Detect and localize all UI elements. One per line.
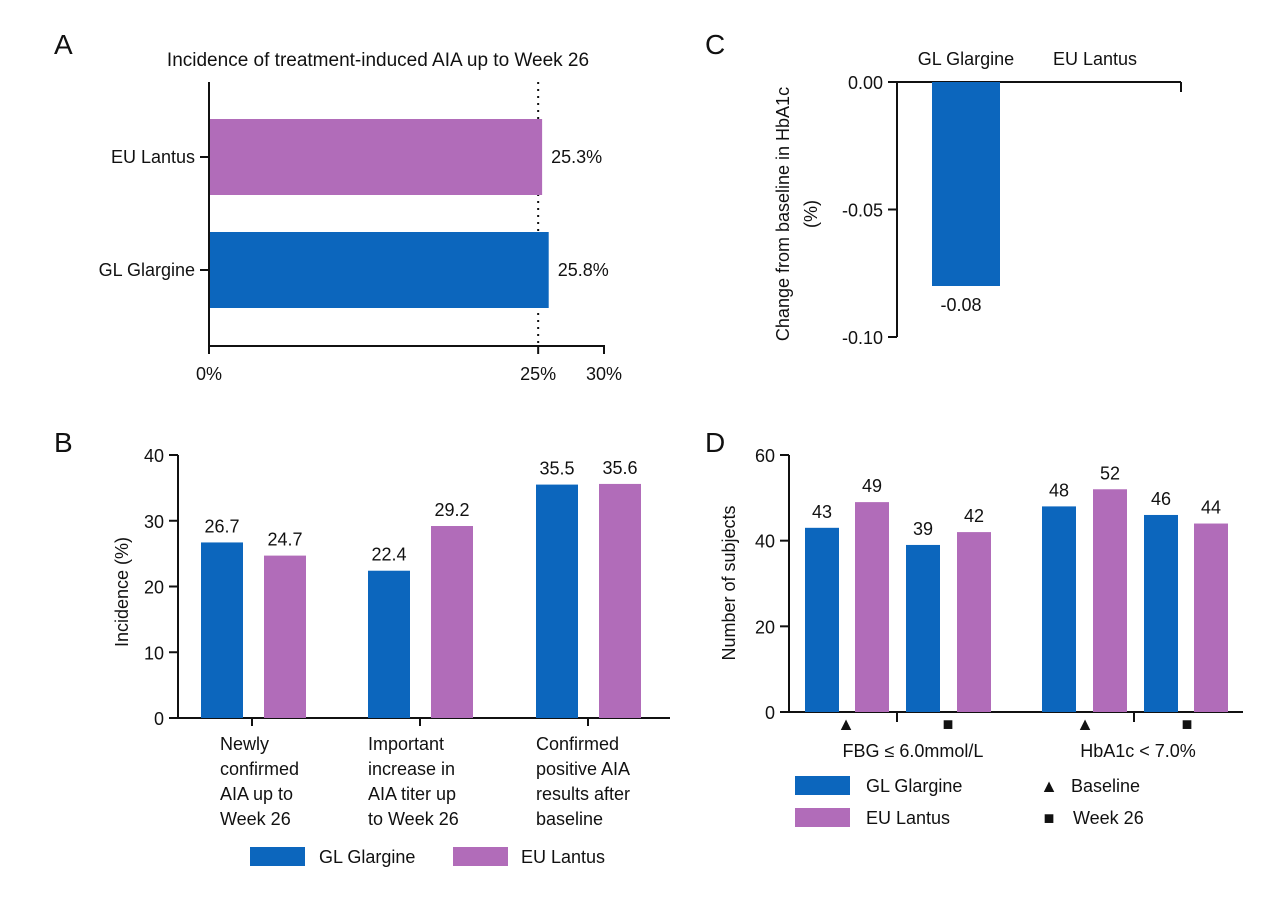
panel-letter-c: C: [705, 29, 725, 60]
legend-label: GL Glargine: [866, 776, 962, 796]
category-label: AIA up to: [220, 784, 293, 804]
data-label: 49: [862, 476, 882, 496]
bar: [599, 483, 641, 718]
data-label: 46: [1151, 489, 1171, 509]
data-label: 26.7: [204, 516, 239, 536]
category-label: Week 26: [220, 809, 291, 829]
bar: [805, 527, 839, 712]
legend-label: EU Lantus: [521, 847, 605, 867]
data-label: 52: [1100, 463, 1120, 483]
y-axis-title: Number of subjects: [719, 505, 739, 660]
bar: [932, 82, 1000, 286]
bar: [906, 544, 940, 712]
bar: [1194, 523, 1228, 712]
category-label: EU Lantus: [111, 147, 195, 167]
panel-letter-a: A: [54, 29, 73, 60]
x-tick-label: 0%: [196, 364, 222, 384]
bar: [536, 484, 578, 718]
data-label: 25.8%: [558, 260, 609, 280]
legend-label: Baseline: [1071, 776, 1140, 796]
y-tick-label: -0.10: [842, 328, 883, 348]
y-axis-title-line2: (%): [801, 200, 821, 228]
x-tick-label: 30%: [586, 364, 622, 384]
legend-swatch-gl-glargine: [250, 847, 305, 866]
bar: [368, 570, 410, 718]
data-label: 44: [1201, 498, 1221, 518]
legend-marker: ■: [1044, 808, 1055, 828]
y-tick-label: 60: [755, 446, 775, 466]
y-axis-title: Incidence (%): [112, 537, 132, 647]
category-label: Confirmed: [536, 734, 619, 754]
chart-title: Incidence of treatment-induced AIA up to…: [167, 50, 589, 71]
legend-swatch-eu-lantus: [453, 847, 508, 866]
category-label: baseline: [536, 809, 603, 829]
panel-d-chart: 0 20 40 60 Number of subjects 43 49 39 42 48 52 46 4…: [719, 446, 1243, 828]
y-tick-label: 20: [755, 617, 775, 637]
x-tick-label: 25%: [520, 364, 556, 384]
panel-c-chart: 0.00 -0.05 -0.10 Change from baseline in Hb…: [773, 49, 1182, 348]
legend-marker: ▲: [1040, 776, 1058, 796]
data-label: 22.4: [371, 545, 406, 565]
category-label: increase in: [368, 759, 455, 779]
y-tick-label: 20: [144, 578, 164, 598]
group-label: HbA1c < 7.0%: [1080, 741, 1196, 761]
y-tick-label: 40: [144, 446, 164, 466]
time-marker: ■: [943, 714, 954, 734]
data-label: 43: [812, 502, 832, 522]
y-tick-label: 30: [144, 512, 164, 532]
bar: [1042, 506, 1076, 712]
category-label: GL Glargine: [918, 49, 1014, 69]
data-label: 35.5: [539, 459, 574, 479]
category-label: AIA titer up: [368, 784, 456, 804]
panel-a-chart: Incidence of treatment-induced AIA up to…: [99, 50, 622, 384]
bar: [210, 232, 549, 308]
data-label: 24.7: [267, 530, 302, 550]
y-tick-label: 10: [144, 643, 164, 663]
time-marker: ▲: [1076, 714, 1094, 734]
data-label: 35.6: [602, 458, 637, 478]
time-marker: ▲: [837, 714, 855, 734]
panel-b-chart: 0 10 20 30 40 Incidence (%) 26.7 22.4 35.5 24.7 29…: [112, 446, 670, 867]
y-axis-title-line1: Change from baseline in HbA1c: [773, 87, 793, 341]
y-tick-label: 0: [154, 709, 164, 729]
y-tick-label: -0.05: [842, 201, 883, 221]
bar: [1093, 489, 1127, 712]
y-tick-label: 0.00: [848, 73, 883, 93]
y-tick-label: 0: [765, 703, 775, 723]
bar: [264, 555, 306, 718]
data-label: 42: [964, 506, 984, 526]
category-label: to Week 26: [368, 809, 459, 829]
bar: [431, 526, 473, 718]
y-tick-label: 40: [755, 532, 775, 552]
data-label: -0.08: [940, 295, 981, 315]
category-label: results after: [536, 784, 630, 804]
panel-letter-b: B: [54, 427, 73, 458]
data-label: 25.3%: [551, 147, 602, 167]
category-label: GL Glargine: [99, 260, 195, 280]
category-label: Important: [368, 734, 444, 754]
category-label: confirmed: [220, 759, 299, 779]
legend-swatch-eu-lantus: [795, 808, 850, 827]
bar: [855, 502, 889, 712]
bar: [201, 542, 243, 718]
data-label: 29.2: [434, 500, 469, 520]
category-label: positive AIA: [536, 759, 630, 779]
category-label: EU Lantus: [1053, 49, 1137, 69]
data-label: 39: [913, 519, 933, 539]
group-label: FBG ≤ 6.0mmol/L: [843, 741, 984, 761]
bar: [210, 119, 543, 195]
panel-letter-d: D: [705, 427, 725, 458]
legend-label: GL Glargine: [319, 847, 415, 867]
legend-label: Week 26: [1073, 808, 1144, 828]
category-label: Newly: [220, 734, 269, 754]
data-label: 48: [1049, 480, 1069, 500]
bar: [957, 532, 991, 712]
legend-label: EU Lantus: [866, 808, 950, 828]
legend-swatch-gl-glargine: [795, 776, 850, 795]
time-marker: ■: [1182, 714, 1193, 734]
bar: [1144, 514, 1178, 712]
